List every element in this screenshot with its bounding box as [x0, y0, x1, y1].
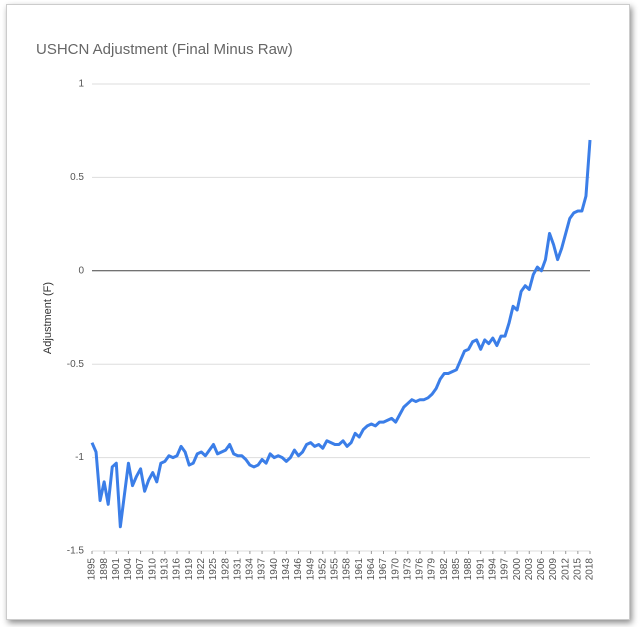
- x-tick-label: 1952: [317, 558, 328, 581]
- x-tick-label: 1949: [305, 558, 316, 581]
- y-tick-label: 1: [78, 79, 84, 90]
- x-tick-label: 1925: [208, 558, 219, 581]
- data-line: [90, 139, 592, 529]
- x-tick-label: 1964: [366, 558, 377, 581]
- x-tick-label: 1913: [160, 558, 171, 581]
- x-tick-label: 1973: [402, 558, 413, 581]
- x-tick-label: 1970: [390, 558, 401, 581]
- x-tick-label: 1904: [123, 558, 134, 581]
- x-tick-label: 1991: [475, 558, 486, 581]
- x-tick-label: 2000: [512, 558, 523, 581]
- x-tick-label: 1934: [245, 558, 256, 581]
- x-tick-label: 1937: [257, 558, 268, 581]
- x-tick-label: 1895: [87, 558, 98, 581]
- x-tick-label: 1916: [172, 558, 183, 581]
- x-tick-label: 2003: [524, 558, 535, 581]
- x-tick-label: 1901: [111, 558, 122, 581]
- x-tick-label: 1979: [427, 558, 438, 581]
- x-tick-label: 1910: [147, 558, 158, 581]
- x-tick-label: 1943: [281, 558, 292, 581]
- chart-title: USHCN Adjustment (Final Minus Raw): [36, 41, 293, 58]
- chart-card: [6, 4, 630, 620]
- y-axis-title: Adjustment (F): [42, 282, 54, 354]
- x-tick-label: 1928: [220, 558, 231, 581]
- x-tick-label: 2015: [572, 558, 583, 581]
- x-tick-label: 1967: [378, 558, 389, 581]
- x-tick-label: 2018: [585, 558, 596, 581]
- x-tick-label: 1931: [232, 558, 243, 581]
- x-tick-label: 1946: [293, 558, 304, 581]
- x-tick-label: 1988: [463, 558, 474, 581]
- y-tick-label: -1.5: [67, 546, 85, 557]
- x-tick-label: 1994: [487, 558, 498, 581]
- x-tick-label: 1919: [184, 558, 195, 581]
- x-tick-label: 1961: [354, 558, 365, 581]
- x-tick-label: 1958: [342, 558, 353, 581]
- x-tick-label: 1922: [196, 558, 207, 581]
- x-tick-label: 1982: [439, 558, 450, 581]
- x-tick-label: 1976: [415, 558, 426, 581]
- y-tick-label: 0.5: [70, 172, 84, 183]
- y-tick-label: 0: [78, 265, 84, 276]
- x-tick-label: 2012: [560, 558, 571, 581]
- x-tick-label: 1997: [500, 558, 511, 581]
- x-tick-label: 1985: [451, 558, 462, 581]
- x-tick-label: 1898: [99, 558, 110, 581]
- x-tick-label: 2006: [536, 558, 547, 581]
- y-tick-label: -0.5: [67, 359, 85, 370]
- x-tick-label: 1907: [135, 558, 146, 581]
- y-tick-label: -1: [75, 452, 84, 463]
- x-tick-label: 2009: [548, 558, 559, 581]
- x-tick-label: 1940: [269, 558, 280, 581]
- x-tick-label: 1955: [330, 558, 341, 581]
